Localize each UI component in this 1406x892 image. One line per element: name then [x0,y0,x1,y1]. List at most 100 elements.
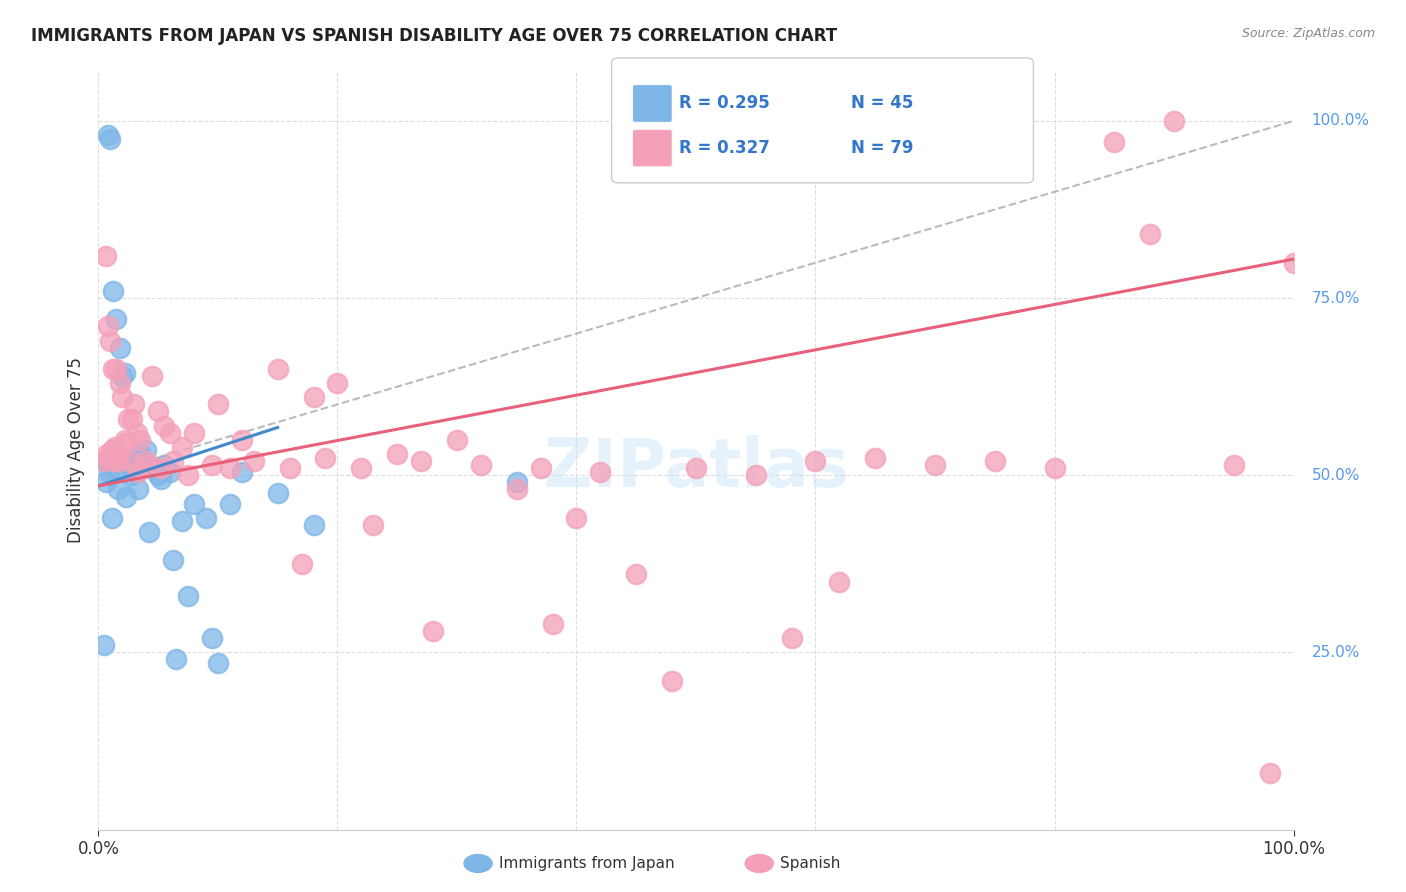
Point [127,483,149,497]
Point [661,673,683,688]
Point [1223,458,1246,472]
Point [267,362,290,376]
Text: R = 0.327: R = 0.327 [679,139,770,157]
Point [98,131,122,145]
Point [117,454,139,468]
Point [1163,114,1185,128]
Point [93,638,115,652]
Point [100,443,122,458]
Text: Source: ZipAtlas.com: Source: ZipAtlas.com [1241,27,1375,40]
Point [506,483,529,497]
Point [104,450,127,465]
Y-axis label: Disability Age Over 75: Disability Age Over 75 [66,358,84,543]
Point [107,450,129,465]
Text: R = 0.295: R = 0.295 [679,95,770,112]
Point [107,447,129,461]
Point [302,517,325,532]
Point [207,397,229,411]
Point [924,458,946,472]
Point [153,418,176,433]
Point [745,468,768,483]
Point [111,390,134,404]
Text: N = 79: N = 79 [851,139,912,157]
Point [470,458,492,472]
Point [278,461,301,475]
Point [385,447,409,461]
Point [195,510,218,524]
Point [315,450,337,465]
Point [363,517,385,532]
Point [138,524,160,539]
Point [446,433,468,447]
Text: Spanish: Spanish [780,856,841,871]
Point [104,440,127,454]
Point [105,312,128,326]
Point [422,624,444,639]
Text: ZIPatlas: ZIPatlas [544,435,848,501]
Point [589,465,612,479]
Point [162,454,184,468]
Point [828,574,851,589]
Point [121,461,143,475]
Point [98,334,122,348]
Point [865,450,887,465]
Point [149,461,172,475]
Point [100,510,122,524]
Point [98,465,121,479]
Text: 50.0%: 50.0% [1312,467,1360,483]
Point [111,369,134,384]
Point [1282,255,1305,269]
Point [159,425,181,440]
Point [350,461,373,475]
Point [132,458,155,472]
Point [183,425,205,440]
Point [115,436,138,450]
Point [1104,135,1126,149]
Point [201,458,224,472]
Point [141,461,163,475]
Point [685,461,707,475]
Point [108,376,131,391]
Text: N = 45: N = 45 [851,95,912,112]
Point [411,454,433,468]
Point [207,656,229,670]
Point [172,440,194,454]
Point [219,497,242,511]
Point [138,458,160,472]
Point [780,632,803,646]
Point [162,553,184,567]
Point [121,411,143,425]
Point [159,465,181,479]
Point [125,450,148,465]
Point [153,458,176,472]
Point [1139,227,1161,242]
Point [804,454,827,468]
Point [114,433,136,447]
Point [96,447,118,461]
Point [124,458,146,472]
Point [291,557,314,571]
Point [135,454,157,468]
Point [103,454,125,468]
Point [115,490,138,504]
Point [177,589,200,603]
Point [97,319,120,334]
Point [231,433,253,447]
Point [120,468,142,483]
Point [219,461,242,475]
Point [125,425,148,440]
Point [183,497,205,511]
Text: Immigrants from Japan: Immigrants from Japan [499,856,675,871]
Point [127,465,149,479]
Point [94,475,117,490]
Point [97,128,120,142]
Text: IMMIGRANTS FROM JAPAN VS SPANISH DISABILITY AGE OVER 75 CORRELATION CHART: IMMIGRANTS FROM JAPAN VS SPANISH DISABIL… [31,27,837,45]
Point [201,632,224,646]
Point [165,652,187,666]
Point [267,486,290,500]
Point [96,454,118,468]
Point [108,341,131,355]
Point [129,447,152,461]
Point [172,514,194,528]
Point [506,475,529,490]
